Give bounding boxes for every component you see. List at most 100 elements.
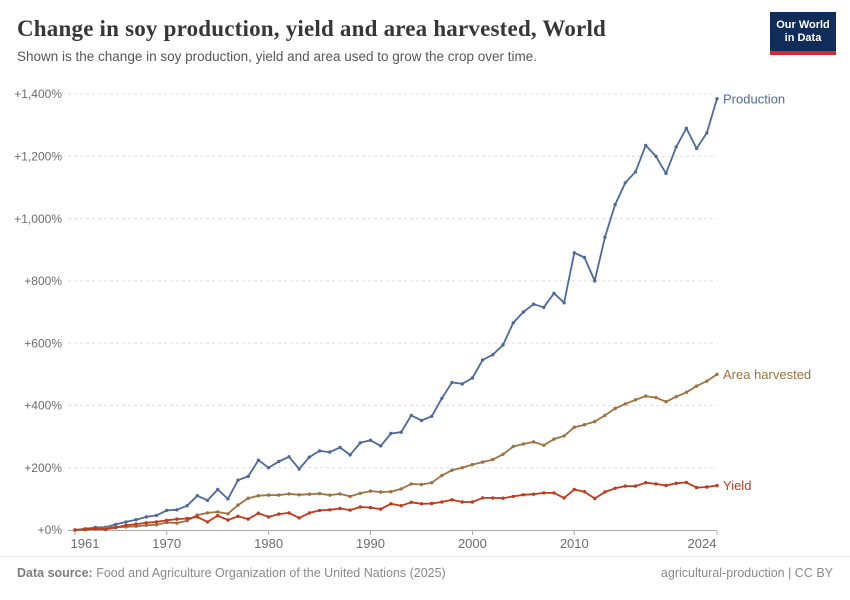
yield-point[interactable] — [593, 496, 597, 501]
yield-point[interactable] — [501, 496, 505, 500]
production-point[interactable] — [715, 97, 719, 101]
production-series-label[interactable]: Production — [723, 91, 785, 106]
production-point[interactable] — [154, 513, 159, 518]
yield-point[interactable] — [165, 518, 169, 522]
production-series[interactable] — [73, 97, 719, 532]
area-harvested-point[interactable] — [368, 489, 373, 493]
production-point[interactable] — [521, 310, 526, 314]
yield-point[interactable] — [114, 525, 118, 530]
production-point[interactable] — [317, 449, 322, 453]
production-point[interactable] — [379, 444, 383, 448]
area-harvested-point[interactable] — [175, 521, 179, 525]
yield-point[interactable] — [216, 514, 220, 518]
yield-point[interactable] — [358, 505, 362, 509]
production-point[interactable] — [582, 255, 587, 260]
area-harvested-point[interactable] — [654, 395, 658, 400]
yield-point[interactable] — [103, 527, 108, 532]
production-point[interactable] — [654, 154, 658, 158]
yield-point[interactable] — [399, 504, 403, 508]
area-harvested-point[interactable] — [205, 511, 210, 515]
area-harvested-point[interactable] — [470, 462, 475, 467]
production-point[interactable] — [338, 445, 342, 450]
production-point[interactable] — [460, 382, 464, 386]
production-point[interactable] — [246, 474, 250, 479]
production-point[interactable] — [531, 302, 536, 306]
yield-point[interactable] — [389, 502, 393, 506]
yield-point[interactable] — [440, 500, 444, 504]
production-point[interactable] — [307, 455, 312, 459]
yield-point[interactable] — [236, 514, 240, 518]
yield-point[interactable] — [317, 508, 322, 513]
area-harvested-point[interactable] — [154, 523, 159, 527]
production-point[interactable] — [195, 494, 199, 498]
area-harvested-point[interactable] — [593, 419, 597, 424]
yield-point[interactable] — [572, 487, 576, 492]
production-point[interactable] — [470, 376, 475, 380]
area-harvested-point[interactable] — [226, 512, 230, 516]
yield-point[interactable] — [470, 500, 475, 504]
production-line[interactable] — [74, 97, 718, 531]
production-point[interactable] — [705, 131, 709, 135]
yield-point[interactable] — [419, 502, 424, 506]
yield-point[interactable] — [705, 485, 709, 489]
yield-point[interactable] — [694, 485, 699, 490]
area-harvested-line[interactable] — [74, 373, 718, 531]
yield-line[interactable] — [74, 481, 718, 531]
production-point[interactable] — [277, 459, 281, 464]
area-harvested-point[interactable] — [603, 413, 607, 418]
yield-point[interactable] — [368, 505, 373, 510]
yield-point[interactable] — [246, 517, 250, 521]
yield-point[interactable] — [623, 484, 627, 488]
production-point[interactable] — [613, 202, 617, 207]
area-harvested-point[interactable] — [552, 437, 556, 441]
yield-series[interactable] — [73, 480, 719, 532]
production-point[interactable] — [430, 414, 434, 418]
production-point[interactable] — [623, 181, 627, 185]
area-harvested-point[interactable] — [623, 402, 627, 406]
yield-point[interactable] — [603, 490, 607, 494]
area-harvested-point[interactable] — [430, 481, 434, 485]
yield-point[interactable] — [715, 483, 719, 488]
attribution-license[interactable]: agricultural-production | CC BY — [660, 566, 833, 580]
production-point[interactable] — [175, 508, 179, 512]
area-harvested-series-label[interactable]: Area harvested — [723, 367, 811, 382]
production-point[interactable] — [542, 305, 546, 309]
production-point[interactable] — [664, 171, 668, 176]
area-harvested-point[interactable] — [450, 468, 454, 472]
yield-point[interactable] — [348, 508, 352, 512]
yield-point[interactable] — [684, 480, 689, 485]
production-point[interactable] — [501, 343, 505, 347]
area-harvested-point[interactable] — [501, 452, 505, 456]
yield-point[interactable] — [562, 496, 566, 500]
production-point[interactable] — [603, 235, 607, 239]
area-harvested-point[interactable] — [715, 372, 719, 376]
area-harvested-point[interactable] — [633, 398, 638, 402]
area-harvested-point[interactable] — [491, 457, 495, 462]
area-harvested-point[interactable] — [419, 482, 424, 487]
production-point[interactable] — [644, 143, 648, 148]
yield-point[interactable] — [654, 482, 658, 486]
production-point[interactable] — [684, 126, 689, 130]
yield-point[interactable] — [379, 507, 383, 511]
production-point[interactable] — [226, 497, 230, 501]
yield-point[interactable] — [542, 491, 546, 495]
area-harvested-point[interactable] — [317, 491, 322, 496]
area-harvested-point[interactable] — [440, 473, 444, 478]
area-harvested-point[interactable] — [674, 395, 678, 399]
yield-point[interactable] — [297, 516, 301, 520]
yield-point[interactable] — [582, 490, 587, 494]
area-harvested-point[interactable] — [531, 440, 536, 444]
production-point[interactable] — [572, 251, 576, 255]
production-point[interactable] — [694, 146, 699, 151]
production-point[interactable] — [511, 321, 515, 325]
yield-point[interactable] — [83, 527, 87, 531]
yield-point[interactable] — [491, 496, 495, 500]
production-point[interactable] — [266, 466, 271, 470]
area-harvested-point[interactable] — [705, 379, 709, 383]
production-point[interactable] — [236, 478, 240, 482]
yield-point[interactable] — [154, 520, 159, 524]
production-point[interactable] — [593, 279, 597, 283]
yield-point[interactable] — [521, 493, 526, 497]
yield-series-label[interactable]: Yield — [723, 478, 751, 493]
area-harvested-point[interactable] — [348, 494, 352, 499]
